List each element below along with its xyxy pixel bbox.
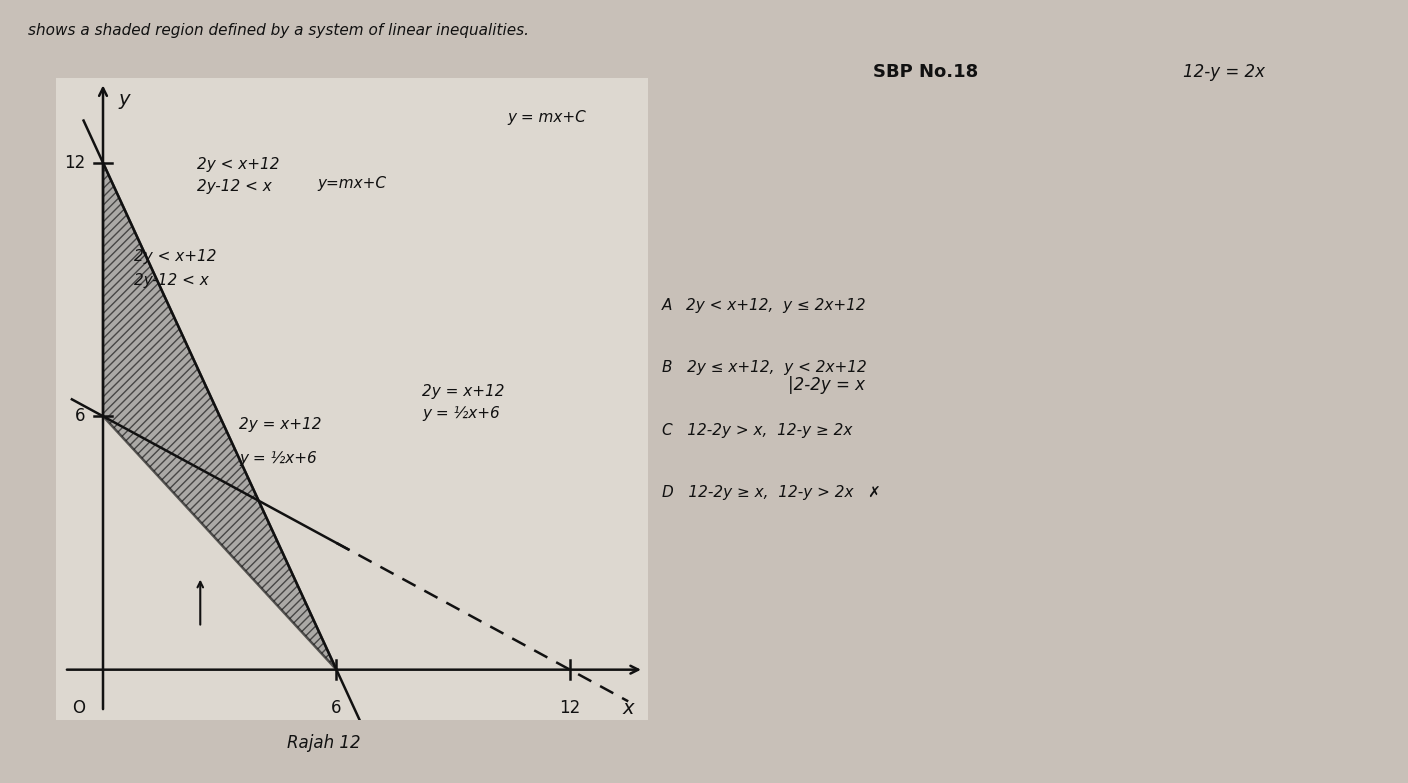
Text: 12-y = 2x: 12-y = 2x	[1183, 63, 1264, 81]
Text: 2y = x+12: 2y = x+12	[239, 417, 321, 432]
Text: x: x	[622, 699, 634, 718]
Text: Rajah 12: Rajah 12	[287, 734, 360, 752]
Text: 6: 6	[75, 407, 86, 425]
Text: shows a shaded region defined by a system of linear inequalities.: shows a shaded region defined by a syste…	[28, 23, 529, 38]
Text: 2y < x+12
2y-12 < x: 2y < x+12 2y-12 < x	[134, 248, 217, 288]
Text: 2y = x+12
y = ½x+6: 2y = x+12 y = ½x+6	[422, 384, 505, 421]
Text: A   2y < x+12,  y ≤ 2x+12: A 2y < x+12, y ≤ 2x+12	[662, 298, 866, 312]
Text: 2y < x+12
2y-12 < x: 2y < x+12 2y-12 < x	[197, 157, 280, 194]
Polygon shape	[103, 163, 337, 669]
Text: C   12-2y > x,  12-y ≥ 2x: C 12-2y > x, 12-y ≥ 2x	[662, 423, 852, 438]
Text: y=mx+C: y=mx+C	[317, 176, 386, 191]
Text: y = ½x+6: y = ½x+6	[239, 451, 317, 466]
Text: D   12-2y ≥ x,  12-y > 2x   ✗: D 12-2y ≥ x, 12-y > 2x ✗	[662, 485, 880, 500]
Text: SBP No.18: SBP No.18	[873, 63, 979, 81]
Text: 12: 12	[65, 153, 86, 171]
Text: y = mx+C: y = mx+C	[507, 110, 586, 124]
Text: 6: 6	[331, 699, 342, 717]
Text: O: O	[72, 699, 86, 717]
Text: y: y	[118, 90, 130, 109]
Text: 12: 12	[559, 699, 580, 717]
Text: B   2y ≤ x+12,  y < 2x+12: B 2y ≤ x+12, y < 2x+12	[662, 360, 866, 375]
Text: |2-2y = x: |2-2y = x	[788, 376, 866, 394]
